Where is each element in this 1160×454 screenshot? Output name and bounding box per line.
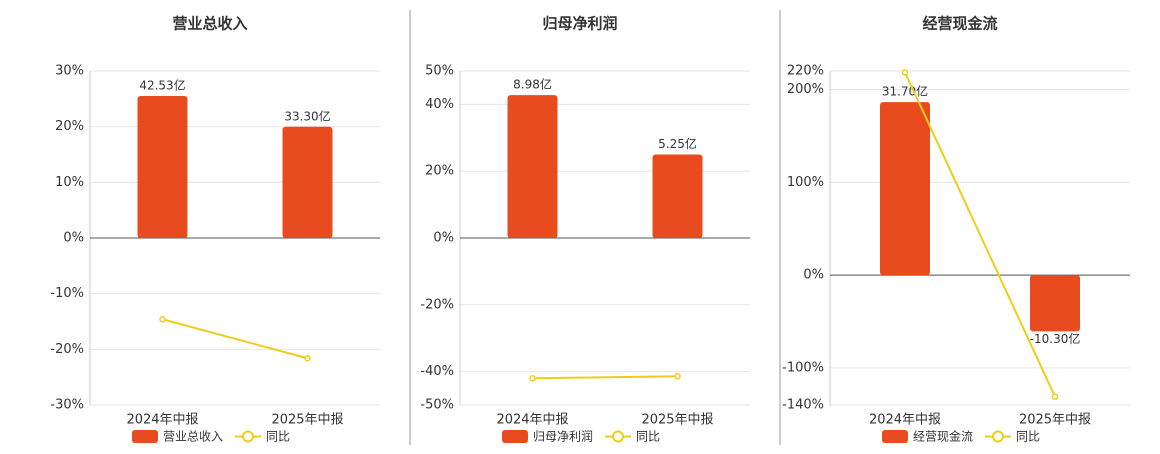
bar xyxy=(880,102,930,276)
legend-label: 同比 xyxy=(266,430,290,444)
bar xyxy=(282,126,333,238)
bar xyxy=(1030,275,1080,332)
y-tick-label: 0% xyxy=(433,231,454,246)
data-label: 31.70亿 xyxy=(882,84,928,99)
y-tick-label: 40% xyxy=(425,97,454,112)
data-label: -10.30亿 xyxy=(1030,331,1081,346)
chart-title: 营业总收入 xyxy=(172,15,247,33)
point xyxy=(304,354,311,362)
y-tick-label: -40% xyxy=(420,364,454,379)
point xyxy=(674,373,681,380)
x-tick-label: 2025年中报 xyxy=(271,413,343,428)
x-tick-label: 2024年中报 xyxy=(126,413,198,428)
point xyxy=(529,375,536,382)
y-tick-label: 20% xyxy=(425,164,454,179)
legend-swatch xyxy=(992,430,1005,443)
y-tick-label: 0% xyxy=(803,268,824,283)
line xyxy=(532,375,678,380)
y-tick-label: 200% xyxy=(787,82,824,97)
x-tick-label: 2024年中报 xyxy=(496,413,568,428)
y-tick-label: -100% xyxy=(782,360,824,375)
legend-swatch xyxy=(882,430,908,443)
y-tick-label: -20% xyxy=(420,297,454,312)
y-tick-label: 30% xyxy=(55,64,84,79)
x-tick-label: 2025年中报 xyxy=(1019,413,1091,428)
bar xyxy=(137,95,188,238)
chart-title: 经营现金流 xyxy=(922,15,997,33)
x-tick-label: 2025年中报 xyxy=(641,413,713,428)
y-tick-label: 50% xyxy=(425,64,454,79)
legend-label: 归母净利润 xyxy=(533,430,593,444)
y-tick-label: -140% xyxy=(782,398,824,413)
point xyxy=(159,316,166,323)
data-label: 42.53亿 xyxy=(139,77,185,92)
legend-swatch xyxy=(612,430,625,443)
legend-label: 经营现金流 xyxy=(913,429,973,444)
data-label: 8.98亿 xyxy=(513,77,552,92)
legend-swatch xyxy=(502,430,528,443)
line xyxy=(162,318,308,360)
bar xyxy=(652,154,703,238)
x-tick-label: 2024年中报 xyxy=(869,413,941,428)
y-tick-label: 220% xyxy=(787,64,824,79)
legend-swatch xyxy=(132,430,158,443)
y-tick-label: 20% xyxy=(55,119,84,134)
legend-label: 同比 xyxy=(1016,430,1040,444)
y-tick-label: 0% xyxy=(63,231,84,246)
data-label: 33.30亿 xyxy=(284,108,330,123)
line xyxy=(904,71,1056,398)
y-tick-label: 100% xyxy=(787,175,824,190)
legend-label: 同比 xyxy=(636,430,660,444)
y-tick-label: -30% xyxy=(50,398,84,413)
data-label: 5.25亿 xyxy=(658,136,697,151)
chart-title: 归母净利润 xyxy=(542,15,617,33)
y-tick-label: -10% xyxy=(50,286,84,301)
y-tick-label: -20% xyxy=(50,342,84,357)
bar xyxy=(507,95,558,239)
point xyxy=(901,69,909,76)
point xyxy=(1051,393,1059,400)
legend-label: 营业总收入 xyxy=(163,430,223,444)
legend-swatch xyxy=(242,430,255,443)
y-tick-label: -50% xyxy=(420,398,454,413)
y-tick-label: 10% xyxy=(55,175,84,190)
